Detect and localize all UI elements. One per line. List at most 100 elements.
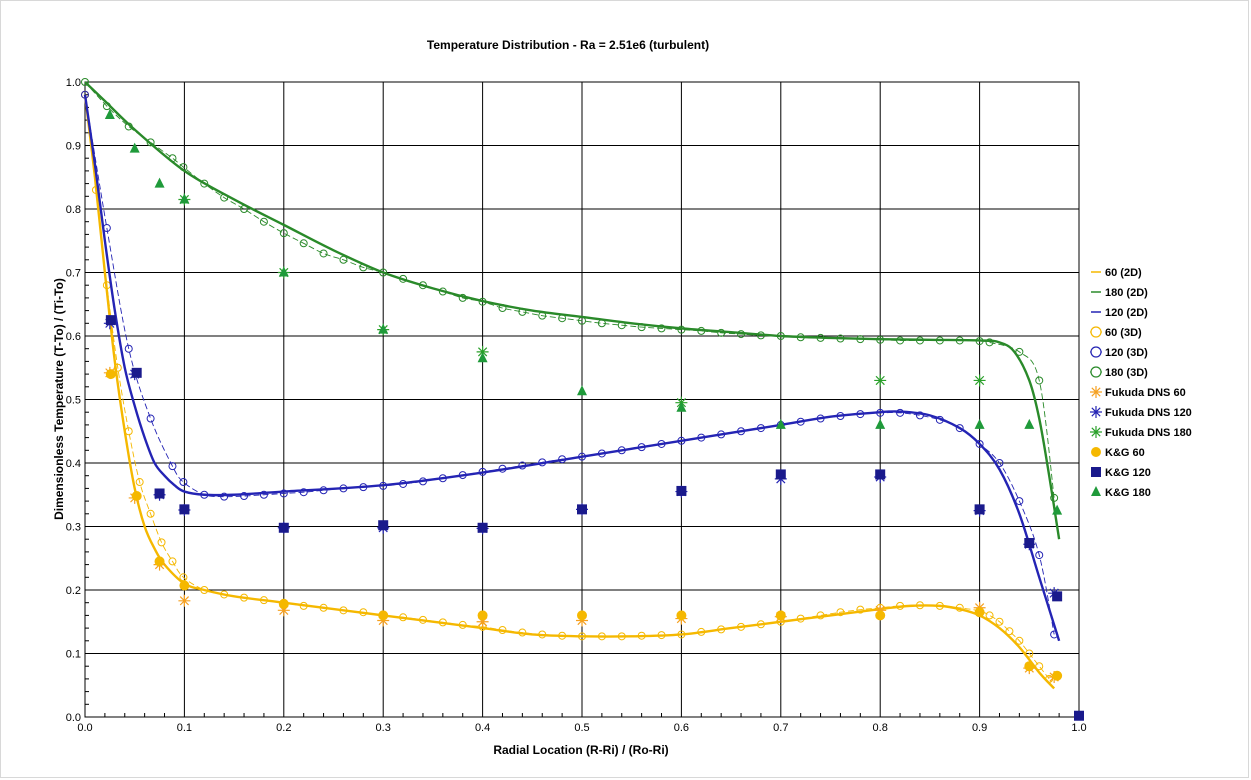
data-point bbox=[973, 374, 986, 387]
y-tick-label: 0.3 bbox=[66, 522, 81, 534]
data-point bbox=[985, 338, 994, 347]
data-point bbox=[875, 418, 886, 429]
data-point bbox=[1035, 376, 1044, 385]
data-point bbox=[1074, 710, 1084, 721]
legend-label: 180 (3D) bbox=[1105, 367, 1148, 379]
data-point bbox=[259, 217, 268, 226]
series-k-g-60 bbox=[105, 369, 1063, 681]
y-tick-label: 0.9 bbox=[66, 141, 81, 153]
chart-title: Temperature Distribution - Ra = 2.51e6 (… bbox=[427, 38, 709, 52]
data-point bbox=[179, 580, 190, 591]
data-point bbox=[131, 491, 142, 502]
series-60-3d bbox=[81, 90, 1054, 683]
legend-item: Fukuda DNS 60 bbox=[1090, 386, 1186, 399]
series-k-g-180 bbox=[104, 109, 1063, 515]
legend-label: 60 (2D) bbox=[1105, 267, 1142, 279]
x-tick-label: 0.0 bbox=[77, 722, 92, 734]
data-point bbox=[179, 193, 190, 204]
data-point bbox=[985, 611, 994, 620]
legend-item: 120 (3D) bbox=[1090, 346, 1148, 359]
series-60-2d bbox=[83, 94, 1056, 690]
legend-label: K&G 180 bbox=[1105, 487, 1151, 499]
x-tick-label: 0.7 bbox=[773, 722, 788, 734]
data-point bbox=[974, 418, 985, 429]
data-point bbox=[104, 109, 115, 120]
y-tick-label: 0.5 bbox=[66, 395, 81, 407]
data-point bbox=[915, 411, 924, 420]
data-point bbox=[378, 610, 389, 621]
data-point bbox=[875, 469, 886, 480]
data-point bbox=[676, 401, 687, 412]
legend-swatch bbox=[1091, 447, 1101, 457]
legend-label: Fukuda DNS 60 bbox=[1105, 387, 1186, 399]
legend-swatch bbox=[1091, 486, 1101, 496]
data-point bbox=[874, 374, 887, 387]
data-point bbox=[168, 557, 177, 566]
series-180-2d bbox=[84, 81, 1061, 540]
data-point bbox=[974, 504, 985, 515]
legend-item: 60 (2D) bbox=[1091, 267, 1142, 279]
data-point bbox=[81, 78, 89, 86]
legend-swatch bbox=[1091, 467, 1101, 477]
data-point bbox=[146, 509, 155, 518]
series-120-3d bbox=[81, 90, 1059, 639]
y-tick-label: 0.7 bbox=[66, 268, 81, 280]
legend-label: 60 (3D) bbox=[1105, 327, 1142, 339]
data-point bbox=[278, 266, 289, 277]
data-point bbox=[200, 179, 209, 188]
data-point bbox=[1052, 670, 1063, 681]
data-point bbox=[995, 617, 1004, 626]
legend-item: K&G 60 bbox=[1091, 447, 1145, 459]
x-tick-label: 0.5 bbox=[574, 722, 589, 734]
legend-swatch bbox=[1090, 366, 1102, 378]
data-point bbox=[157, 538, 166, 547]
data-point bbox=[279, 229, 288, 238]
data-point bbox=[576, 614, 588, 627]
data-point bbox=[477, 610, 488, 621]
data-point bbox=[1024, 538, 1035, 549]
data-point bbox=[1015, 636, 1024, 645]
data-point bbox=[377, 614, 390, 627]
data-point bbox=[875, 610, 886, 621]
legend-label: K&G 120 bbox=[1105, 467, 1151, 479]
x-tick-label: 0.3 bbox=[376, 722, 391, 734]
data-point bbox=[154, 177, 165, 188]
data-point bbox=[299, 239, 308, 248]
data-point bbox=[129, 142, 140, 153]
series-line bbox=[84, 81, 1061, 540]
legend-label: K&G 60 bbox=[1105, 447, 1145, 459]
y-tick-label: 0.0 bbox=[66, 712, 81, 724]
legend-item: 120 (2D) bbox=[1091, 307, 1148, 319]
data-point bbox=[476, 615, 489, 628]
data-point bbox=[676, 485, 687, 496]
legend-item: 60 (3D) bbox=[1090, 326, 1142, 339]
data-point bbox=[1035, 551, 1044, 560]
data-point bbox=[277, 604, 290, 617]
data-point bbox=[874, 604, 887, 617]
data-point bbox=[378, 520, 389, 531]
data-point bbox=[154, 556, 165, 567]
data-point bbox=[657, 324, 666, 333]
x-tick-label: 0.8 bbox=[873, 722, 888, 734]
legend-swatch bbox=[1090, 346, 1102, 358]
data-point bbox=[378, 323, 389, 334]
data-point bbox=[577, 385, 587, 396]
data-point bbox=[975, 439, 984, 448]
legend-swatch bbox=[1090, 426, 1102, 438]
y-tick-label: 0.4 bbox=[66, 458, 81, 470]
data-point bbox=[179, 478, 188, 487]
series-line bbox=[83, 94, 1061, 642]
y-tick-label: 0.6 bbox=[66, 331, 81, 343]
x-tick-label: 0.9 bbox=[972, 722, 987, 734]
series-line bbox=[84, 81, 1055, 498]
data-point bbox=[179, 504, 190, 515]
data-point bbox=[676, 610, 687, 621]
legend-item: 180 (3D) bbox=[1090, 366, 1148, 379]
data-point bbox=[1024, 418, 1035, 429]
data-point bbox=[974, 607, 985, 618]
legend-item: Fukuda DNS 120 bbox=[1090, 406, 1192, 419]
data-point bbox=[259, 490, 268, 499]
x-tick-label: 0.2 bbox=[276, 722, 291, 734]
x-tick-label: 0.4 bbox=[475, 722, 490, 734]
